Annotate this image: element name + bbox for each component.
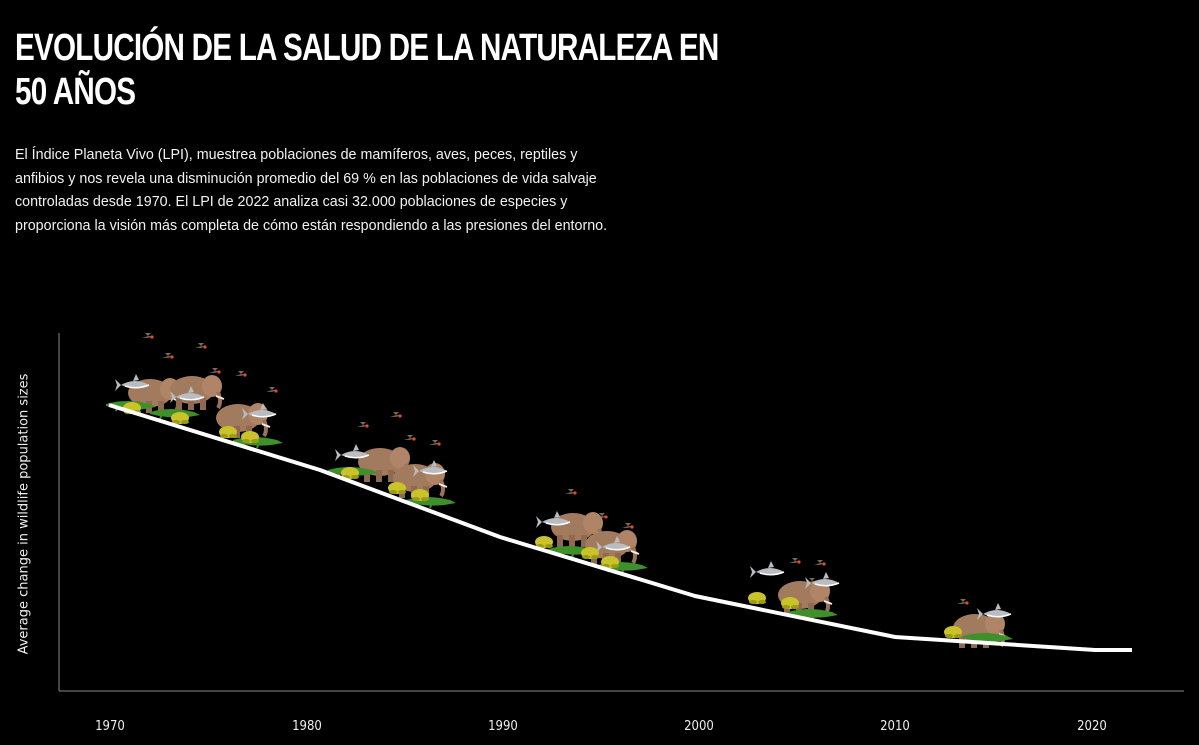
title-line-2: 50 AÑOS bbox=[15, 71, 136, 113]
description-line: El Índice Planeta Vivo (LPI), muestrea p… bbox=[15, 147, 578, 163]
description-line: controladas desde 1970. El LPI de 2022 a… bbox=[15, 194, 568, 210]
description-line: anfibios y nos revela una disminución pr… bbox=[15, 170, 597, 187]
animal-group-1990 bbox=[535, 489, 649, 574]
x-tick-2000: 2000 bbox=[684, 719, 714, 734]
animal-group-1980 bbox=[327, 412, 457, 509]
description-line: proporciona la visión más completa de có… bbox=[15, 217, 608, 234]
x-tick-2020: 2020 bbox=[1077, 719, 1107, 734]
x-tick-1970: 1970 bbox=[95, 719, 125, 734]
x-tick-1990: 1990 bbox=[488, 719, 518, 734]
y-axis-label: Average change in wildlife population si… bbox=[16, 373, 32, 655]
lpi-trend-line bbox=[108, 403, 1132, 652]
x-tick-2010: 2010 bbox=[880, 719, 910, 734]
x-tick-1980: 1980 bbox=[292, 719, 322, 734]
description: El Índice Planeta Vivo (LPI), muestrea p… bbox=[15, 144, 655, 238]
